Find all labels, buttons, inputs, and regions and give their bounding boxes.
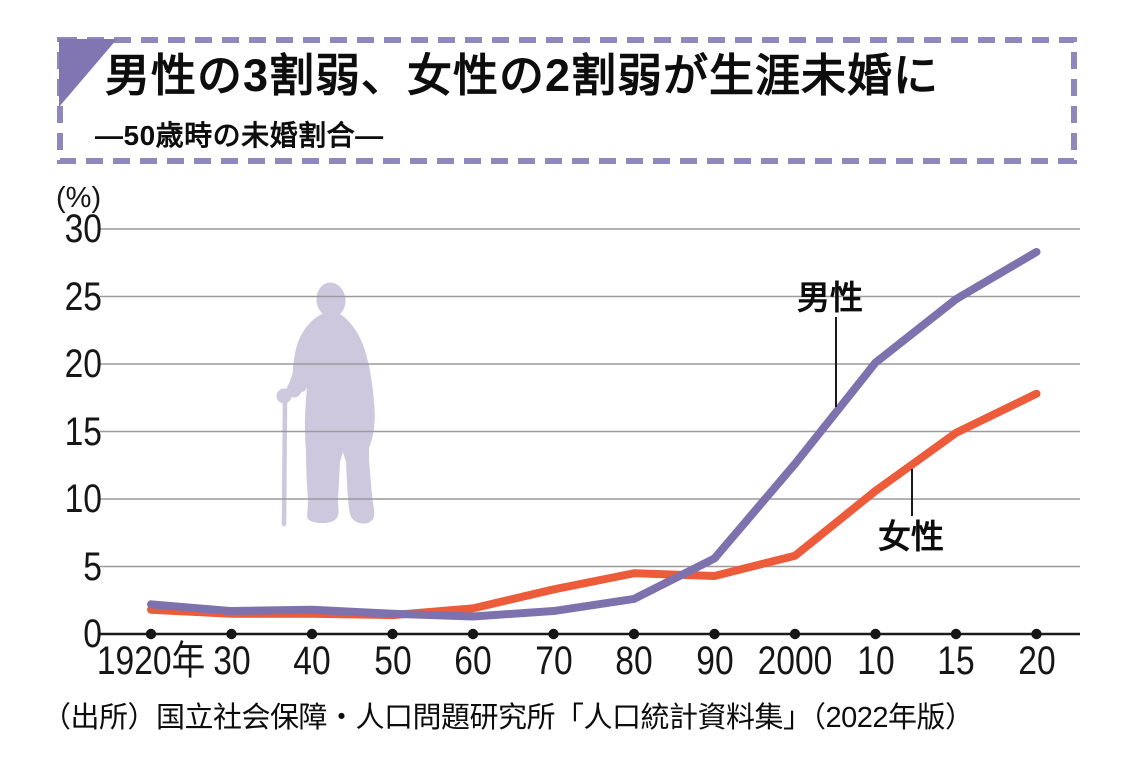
axis-tick-dot xyxy=(145,628,157,640)
chart-subtitle: ―50歳時の未婚割合― xyxy=(95,120,384,151)
axis-tick-dot xyxy=(789,628,801,640)
title-box-border xyxy=(57,37,1077,164)
axis-tick-dot xyxy=(1031,628,1042,640)
chart-title: 男性の3割弱、女性の2割弱が生涯未婚に xyxy=(105,50,940,101)
x-tick-label-8: 2000 xyxy=(757,639,833,683)
corner-triangle-decoration xyxy=(59,39,117,107)
axis-tick-dot xyxy=(226,628,237,640)
silhouette-body xyxy=(292,311,375,524)
axis-tick-dot xyxy=(306,628,318,640)
series-label-male: 男性 xyxy=(797,279,863,316)
axis-tick-dot xyxy=(467,628,479,640)
x-tick-label-1: 30 xyxy=(212,639,251,683)
y-tick-label-15: 15 xyxy=(64,409,102,454)
title-box: 男性の3割弱、女性の2割弱が生涯未婚に ―50歳時の未婚割合― xyxy=(57,37,1077,164)
x-tick-label-9: 10 xyxy=(856,639,895,683)
y-tick-label-5: 5 xyxy=(83,544,102,589)
x-tick-label-10: 15 xyxy=(937,639,975,683)
series-line-male xyxy=(147,247,1041,621)
y-tick-label-20: 20 xyxy=(64,342,102,386)
y-tick-label-25: 25 xyxy=(64,274,102,319)
x-tick-label-7: 90 xyxy=(695,639,734,683)
y-axis-unit-label: (%) xyxy=(56,182,102,214)
x-tick-label-0: 1920年 xyxy=(96,639,206,683)
series-label-female: 女性 xyxy=(878,518,944,555)
y-tick-label-30: 30 xyxy=(64,207,102,251)
y-tick-label-10: 10 xyxy=(64,477,102,521)
x-tick-label-2: 40 xyxy=(293,639,331,683)
silhouette-cane xyxy=(281,395,288,527)
axis-tick-dot xyxy=(870,628,881,640)
silhouette-head xyxy=(316,282,346,318)
x-tick-label-5: 70 xyxy=(534,639,573,683)
axis-tick-dot xyxy=(709,628,720,640)
x-tick-label-11: 20 xyxy=(1017,639,1056,683)
x-tick-label-3: 50 xyxy=(373,639,412,683)
axis-tick-dot xyxy=(387,628,398,640)
axis-tick-dot xyxy=(950,628,962,640)
axis-tick-dot xyxy=(628,628,640,640)
x-tick-label-4: 60 xyxy=(454,639,492,683)
x-tick-label-6: 80 xyxy=(615,639,653,683)
source-citation: （出所）国立社会保障・人口問題研究所「人口統計資料集」（2022年版） xyxy=(42,702,974,734)
y-tick-label-0: 0 xyxy=(83,612,102,656)
axis-tick-dot xyxy=(548,628,559,640)
